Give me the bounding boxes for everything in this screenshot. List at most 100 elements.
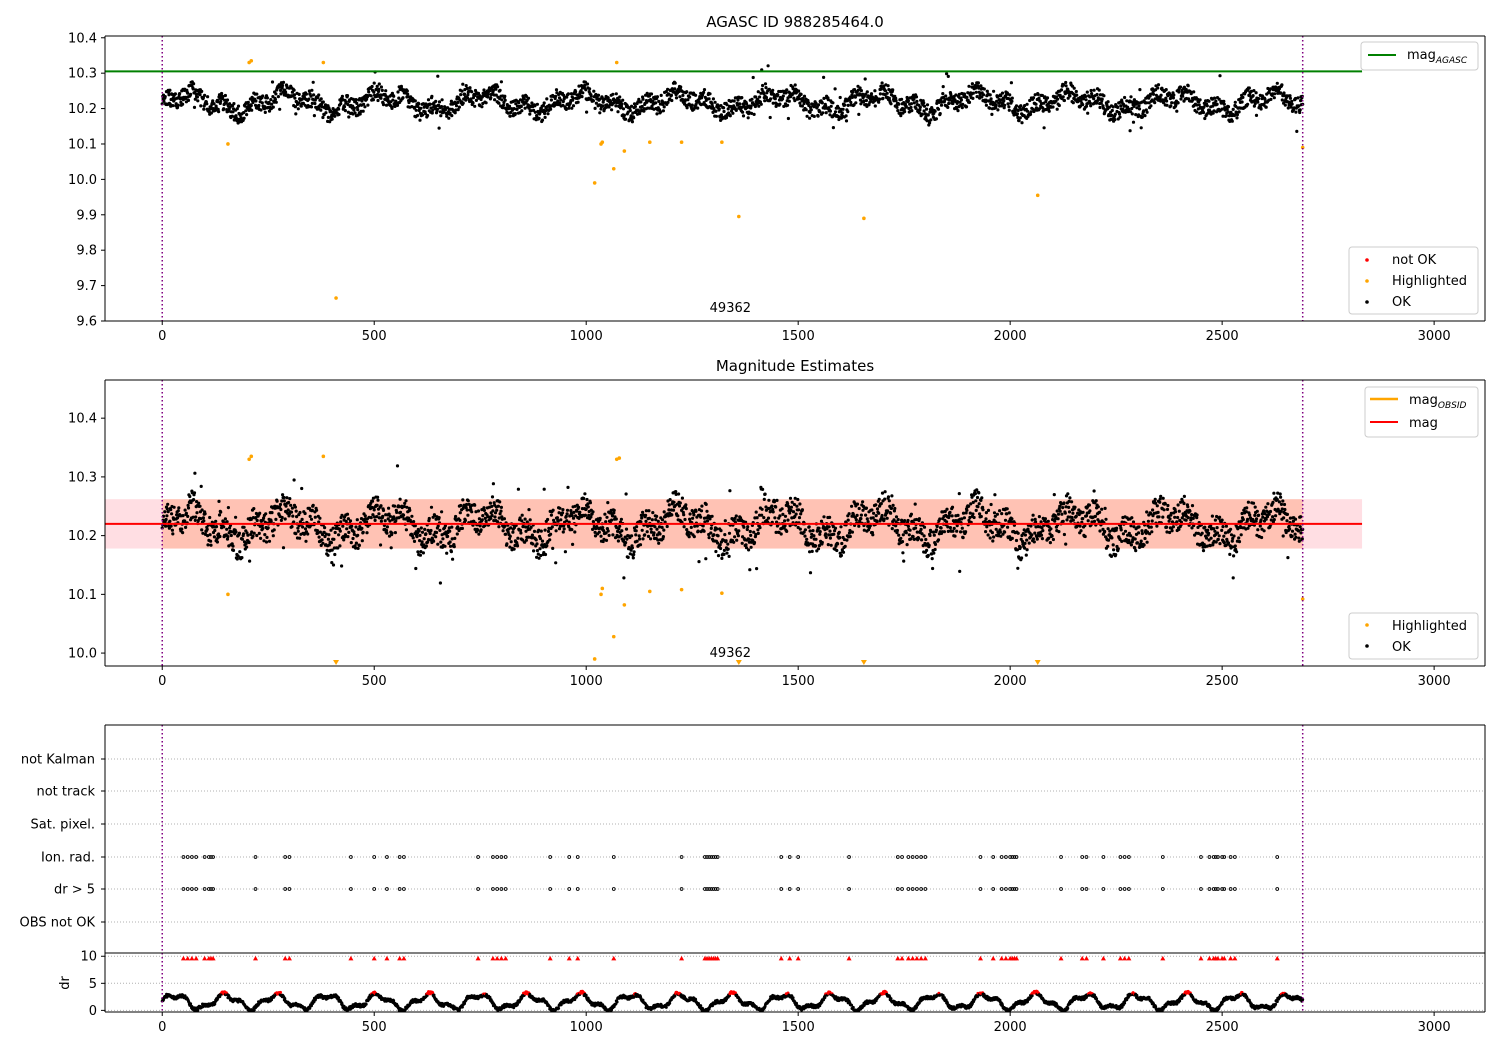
- ok-point: [984, 103, 989, 107]
- ok-point: [840, 111, 844, 115]
- ok-point: [755, 567, 759, 571]
- ok-point: [859, 89, 864, 93]
- ok-point: [979, 514, 983, 519]
- ok-point: [516, 536, 520, 540]
- ok-point: [530, 533, 535, 537]
- ok-point: [957, 492, 961, 496]
- ok-point: [920, 538, 924, 542]
- ok-point: [1043, 517, 1047, 521]
- ok-point: [869, 92, 874, 96]
- ok-point: [596, 93, 601, 97]
- ok-point: [622, 113, 627, 117]
- ok-point: [817, 526, 821, 530]
- ok-point: [459, 503, 463, 508]
- ok-point: [625, 537, 629, 541]
- ok-point: [571, 516, 576, 520]
- ok-point: [1062, 501, 1066, 505]
- ok-point: [564, 107, 568, 111]
- ok-point: [714, 114, 719, 118]
- ok-point: [530, 101, 534, 105]
- ok-point: [265, 535, 269, 540]
- ok-point: [1006, 525, 1010, 529]
- ok-point: [1061, 506, 1065, 510]
- ok-point: [894, 99, 898, 103]
- ok-point: [363, 514, 367, 518]
- ok-point: [588, 87, 592, 91]
- ok-point: [497, 525, 501, 529]
- ok-point: [345, 512, 350, 516]
- ok-point: [1020, 556, 1024, 560]
- ok-point: [889, 511, 893, 515]
- ok-point: [679, 85, 683, 89]
- ok-point: [789, 505, 794, 509]
- ok-point: [705, 519, 710, 523]
- ok-point: [571, 542, 575, 547]
- ok-point: [955, 529, 959, 533]
- ok-point: [822, 75, 826, 79]
- ok-point: [1010, 96, 1014, 100]
- ok-point: [1033, 531, 1037, 535]
- ok-point: [471, 96, 475, 100]
- ok-point: [953, 534, 957, 538]
- ok-point: [794, 512, 798, 516]
- ok-point: [274, 92, 278, 96]
- ok-point: [412, 539, 417, 544]
- ok-point: [697, 560, 701, 564]
- ok-point: [436, 74, 440, 78]
- ok-point: [1025, 548, 1029, 552]
- ok-point: [970, 82, 975, 86]
- ok-point: [473, 88, 478, 93]
- ok-point: [538, 537, 543, 541]
- ok-point: [920, 112, 925, 116]
- legend-not-ok: not OK: [1392, 253, 1437, 268]
- ok-point: [624, 527, 629, 531]
- ok-point: [1212, 96, 1217, 100]
- ok-point: [270, 80, 275, 84]
- ok-point: [431, 108, 435, 112]
- ok-point: [756, 531, 760, 536]
- ok-point: [200, 528, 204, 532]
- ok-point: [1031, 537, 1036, 541]
- ok-point: [370, 499, 375, 503]
- ok-point: [390, 531, 394, 535]
- ok-point: [848, 534, 852, 539]
- ok-point: [926, 113, 930, 117]
- ok-point: [1231, 107, 1235, 111]
- ok-point: [289, 503, 293, 507]
- ok-point: [933, 109, 937, 113]
- ok-point: [910, 109, 914, 113]
- ok-point: [1030, 533, 1034, 537]
- ok-point: [1062, 532, 1066, 537]
- ok-point: [392, 94, 396, 98]
- ok-point: [685, 106, 689, 110]
- ok-point: [1007, 105, 1011, 109]
- ok-point: [370, 84, 374, 89]
- ok-point: [846, 110, 850, 114]
- ok-point: [282, 499, 286, 503]
- ok-point: [505, 542, 509, 546]
- ok-point: [251, 100, 255, 105]
- ok-point: [497, 101, 501, 105]
- ok-point: [435, 107, 439, 112]
- ok-point: [543, 111, 547, 116]
- ok-point: [653, 525, 657, 529]
- ok-point: [411, 536, 415, 540]
- ok-point: [638, 537, 642, 541]
- ok-point: [206, 543, 210, 547]
- ok-point: [994, 103, 998, 108]
- ok-point: [223, 93, 227, 98]
- ok-point: [841, 550, 846, 554]
- ok-point: [538, 547, 542, 551]
- ok-point: [1110, 108, 1114, 113]
- ok-point: [321, 115, 325, 120]
- ok-point: [762, 516, 766, 520]
- p1-ytick-label: 9.6: [76, 315, 97, 330]
- ok-point: [440, 98, 444, 102]
- ok-point: [973, 492, 978, 496]
- ok-point: [642, 109, 646, 113]
- ok-point: [287, 500, 291, 505]
- ok-point: [178, 92, 182, 96]
- ok-point: [932, 551, 936, 555]
- ok-point: [883, 490, 887, 494]
- ok-point: [1018, 116, 1022, 120]
